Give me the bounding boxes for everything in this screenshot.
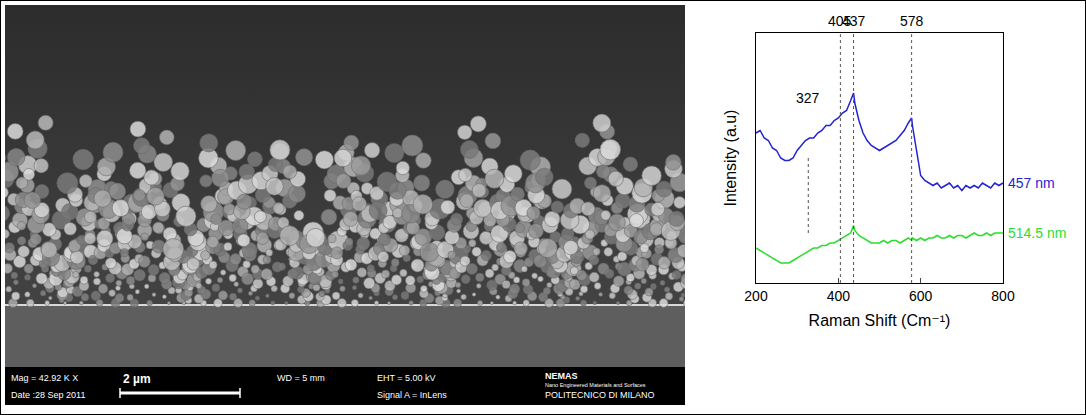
svg-text:405: 405 <box>828 13 852 29</box>
svg-text:600: 600 <box>909 288 933 304</box>
svg-text:800: 800 <box>991 288 1015 304</box>
svg-text:Signal A = InLens: Signal A = InLens <box>377 390 447 400</box>
svg-text:Raman Shift (Cm⁻¹): Raman Shift (Cm⁻¹) <box>809 312 951 329</box>
svg-text:457 nm: 457 nm <box>1008 175 1055 191</box>
svg-text:514.5 nm: 514.5 nm <box>1008 225 1066 241</box>
svg-text:POLITECNICO DI MILANO: POLITECNICO DI MILANO <box>545 390 655 400</box>
svg-text:578: 578 <box>900 13 924 29</box>
svg-text:437: 437 <box>842 13 866 29</box>
svg-text:Nano Engineered Materials and: Nano Engineered Materials and Surfaces <box>545 382 646 388</box>
svg-text:400: 400 <box>827 288 851 304</box>
svg-text:200: 200 <box>744 288 768 304</box>
svg-text:2 µm: 2 µm <box>123 372 151 386</box>
svg-text:NEMAS: NEMAS <box>545 371 578 381</box>
svg-text:WD = 5 mm: WD = 5 mm <box>277 373 325 383</box>
svg-text:Mag = 42.92 K X: Mag = 42.92 K X <box>11 373 78 383</box>
svg-text:Intensity (a.u): Intensity (a.u) <box>722 110 739 207</box>
svg-text:EHT = 5.00 kV: EHT = 5.00 kV <box>377 373 436 383</box>
svg-text:Date :28 Sep 2011: Date :28 Sep 2011 <box>11 390 85 400</box>
svg-text:327: 327 <box>796 90 820 106</box>
